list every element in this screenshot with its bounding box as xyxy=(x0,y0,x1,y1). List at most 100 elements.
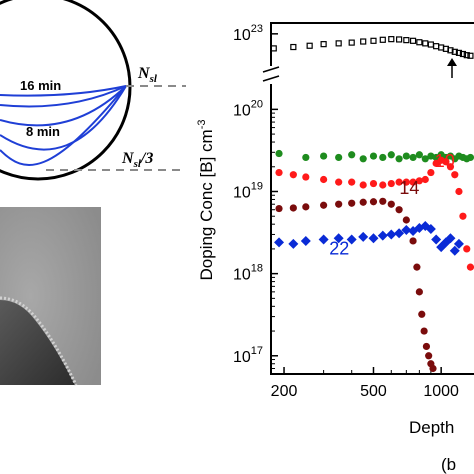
series-3-point-15 xyxy=(418,310,426,318)
series-4-point-1 xyxy=(288,238,299,249)
series-3-point-13 xyxy=(413,263,421,271)
series-3-point-6 xyxy=(359,198,367,206)
series-0-point-9 xyxy=(388,36,395,43)
series-0-point-23 xyxy=(463,52,470,59)
series-1-point-0 xyxy=(275,149,283,158)
series-2-point-14 xyxy=(421,175,429,184)
series-4-point-20 xyxy=(449,245,460,256)
upper-arrow xyxy=(447,58,457,78)
series-3-point-5 xyxy=(348,199,356,207)
series-0-point-4 xyxy=(335,40,342,47)
series-2-point-3 xyxy=(320,175,328,184)
label-8min: 8 min xyxy=(26,124,60,139)
series-2-point-7 xyxy=(369,179,378,188)
series-3-point-9 xyxy=(387,200,395,208)
series-0-point-2 xyxy=(306,42,313,49)
micrograph-panel xyxy=(0,207,101,386)
series-1-point-23 xyxy=(466,153,474,162)
series-4-point-10 xyxy=(394,228,405,239)
series-4-point-7 xyxy=(368,233,379,244)
series-1-point-7 xyxy=(379,153,387,162)
series-0-point-13 xyxy=(416,39,423,46)
series-2-point-19 xyxy=(446,163,455,171)
annotation-2: 22 xyxy=(329,238,349,258)
series-2-point-8 xyxy=(379,181,387,189)
x-tick-label-2: 1000 xyxy=(423,383,459,400)
series-1-point-1 xyxy=(302,153,310,162)
series-0-point-5 xyxy=(348,39,355,46)
series-1-point-12 xyxy=(415,151,423,159)
series-4-point-4 xyxy=(333,233,344,244)
series-1-point-9 xyxy=(395,155,403,163)
series-2-point-15 xyxy=(427,168,435,177)
axis-break xyxy=(262,66,280,82)
series-3-point-0 xyxy=(275,204,283,213)
series-2-point-1 xyxy=(289,171,297,179)
series-3-point-2 xyxy=(302,203,310,211)
series-0-point-10 xyxy=(395,36,403,43)
micrograph-edge xyxy=(0,296,78,386)
series-2-point-9 xyxy=(387,179,395,188)
series-2-point-21 xyxy=(455,187,463,196)
series-3-point-14 xyxy=(415,288,423,296)
series-1-point-10 xyxy=(402,152,410,160)
series-1-point-13 xyxy=(421,155,429,163)
series-4-point-3 xyxy=(318,234,329,245)
series-1-point-4 xyxy=(348,151,356,159)
y-tick-label-main-0: 1017 xyxy=(233,345,263,366)
series-3-point-7 xyxy=(369,198,378,206)
series-2-point-20 xyxy=(451,171,459,179)
series-4-point-2 xyxy=(300,235,311,246)
series-0 xyxy=(270,36,474,59)
series-0-point-22 xyxy=(459,50,467,58)
profile-curve-1 xyxy=(0,85,127,97)
schematic-panel: 16 min 8 min Nsl Nsl/3 xyxy=(0,0,186,181)
series-0-point-8 xyxy=(379,36,386,43)
series-3 xyxy=(275,197,437,373)
series-2-point-10 xyxy=(395,178,403,186)
series-2-point-0 xyxy=(275,168,283,177)
series-2-point-2 xyxy=(302,173,310,181)
label-nsl: Nsl xyxy=(137,65,158,85)
series-0-point-20 xyxy=(451,48,458,55)
x-tick-label-1: 500 xyxy=(360,383,387,400)
series-1-point-2 xyxy=(320,152,328,160)
series-4-point-0 xyxy=(274,237,285,248)
y-axis-label: Doping Conc [B] cm-3 xyxy=(196,120,216,281)
series-0-point-16 xyxy=(433,43,440,50)
series-2-point-11 xyxy=(402,178,410,186)
y-ticks: 1017 1018 1019 1020 1023 xyxy=(233,23,278,375)
series-3-point-17 xyxy=(422,342,431,351)
y-tick-label-main-2: 1019 xyxy=(233,180,263,201)
series-4-point-6 xyxy=(358,231,369,242)
series-0-point-24 xyxy=(467,52,474,59)
label-nsl3: Nsl/3 xyxy=(121,150,153,170)
x-tick-label-0: 200 xyxy=(271,383,298,400)
series-4-point-5 xyxy=(346,234,357,245)
series-1-point-6 xyxy=(369,152,378,160)
profile-curve-2 xyxy=(0,85,127,108)
annotations-layer: 14 10 22 xyxy=(329,151,455,258)
x-ticks: 200 500 1000 xyxy=(271,367,459,400)
series-0-point-14 xyxy=(422,40,429,47)
series-0-point-21 xyxy=(455,49,463,56)
series-2-point-12 xyxy=(409,178,417,186)
series-3-point-10 xyxy=(395,206,403,214)
series-2-point-22 xyxy=(459,212,467,220)
series-2 xyxy=(275,156,474,271)
profile-curve-5 xyxy=(0,85,127,167)
series-0-point-15 xyxy=(427,41,434,48)
series-1-point-5 xyxy=(359,155,367,163)
profile-curve-3 xyxy=(0,85,127,127)
micrograph-dark-region xyxy=(0,300,75,385)
series-0-point-1 xyxy=(290,43,297,51)
series-3-point-12 xyxy=(409,237,417,245)
series-2-point-6 xyxy=(359,181,367,189)
series-4-point-16 xyxy=(431,234,442,245)
series-2-point-5 xyxy=(348,178,356,186)
series-4-point-9 xyxy=(386,229,397,240)
series-2-point-4 xyxy=(335,178,343,186)
series-0-point-0 xyxy=(270,45,277,52)
series-1 xyxy=(275,149,474,163)
